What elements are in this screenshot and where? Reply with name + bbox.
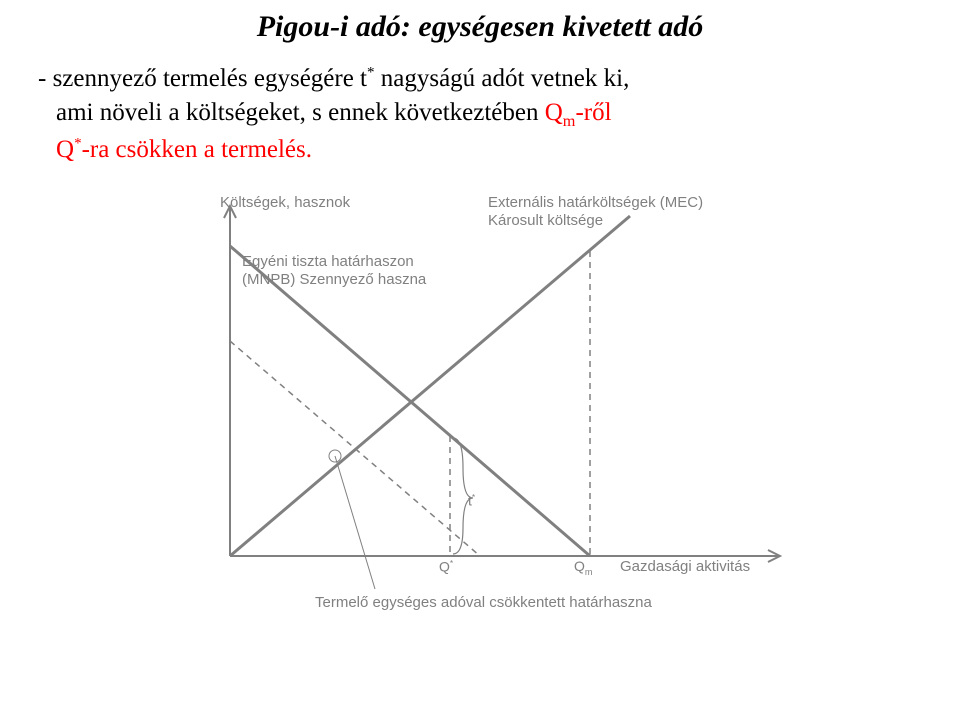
bullet-l1-post: nagyságú adót vetnek ki,	[375, 65, 630, 92]
page-root: Pigou-i adó: egységesen kivetett adó - s…	[0, 0, 960, 718]
q-m-label: Qm	[574, 558, 604, 578]
bullet-l2-pre: ami növeli a költségeket, s ennek követk…	[56, 99, 545, 126]
mec-label: Externális határköltségek (MEC) Károsult…	[488, 194, 768, 230]
mnpb-label: Egyéni tiszta határhaszon (MNPB) Szennye…	[242, 253, 462, 289]
y-axis-label: Költségek, hasznok	[220, 194, 390, 212]
mnpb-label-l2: (MNPB) Szennyező haszna	[242, 271, 426, 288]
t-star-label: t*	[468, 492, 498, 509]
bullet-l3-red-qstar: Q*-ra csökken a termelés.	[56, 136, 312, 163]
leader-line	[329, 450, 375, 589]
bullet-text: - szennyező termelés egységére t* nagysá…	[38, 62, 922, 166]
bullet-line-1: - szennyező termelés egységére t* nagysá…	[38, 62, 922, 96]
qstar-sup: *	[74, 135, 82, 151]
activity-label: Gazdasági aktivitás	[620, 558, 800, 576]
bullet-l1-sup: *	[367, 65, 375, 81]
q-star-label: Q*	[439, 558, 469, 575]
qm-suffix: -ről	[575, 99, 611, 126]
q-star-sup: *	[450, 558, 453, 568]
q-m-sub: m	[585, 567, 593, 577]
q-star-q: Q	[439, 559, 450, 575]
mec-label-l2: Károsult költsége	[488, 212, 603, 229]
qm-sub: m	[563, 112, 576, 130]
bullet-line-3: Q*-ra csökken a termelés.	[38, 133, 922, 167]
qstar-q: Q	[56, 136, 74, 163]
bullet-line-2: ami növeli a költségeket, s ennek követk…	[38, 96, 922, 133]
bullet-l1-pre: - szennyező termelés egységére t	[38, 65, 367, 92]
pigou-chart: Költségek, hasznok Externális határkölts…	[160, 186, 800, 626]
t-star-sup: *	[472, 492, 475, 502]
bullet-l2-red-qm: Qm-ről	[545, 99, 612, 126]
bottom-leader-label: Termelő egységes adóval csökkentett hatá…	[315, 594, 715, 612]
mec-label-l1: Externális határköltségek (MEC)	[488, 194, 703, 211]
qstar-suffix: -ra csökken a termelés.	[82, 136, 312, 163]
page-title: Pigou-i adó: egységesen kivetett adó	[38, 10, 922, 44]
mnpb-label-l1: Egyéni tiszta határhaszon	[242, 253, 414, 270]
qm-q: Q	[545, 99, 563, 126]
q-m-q: Q	[574, 558, 585, 574]
